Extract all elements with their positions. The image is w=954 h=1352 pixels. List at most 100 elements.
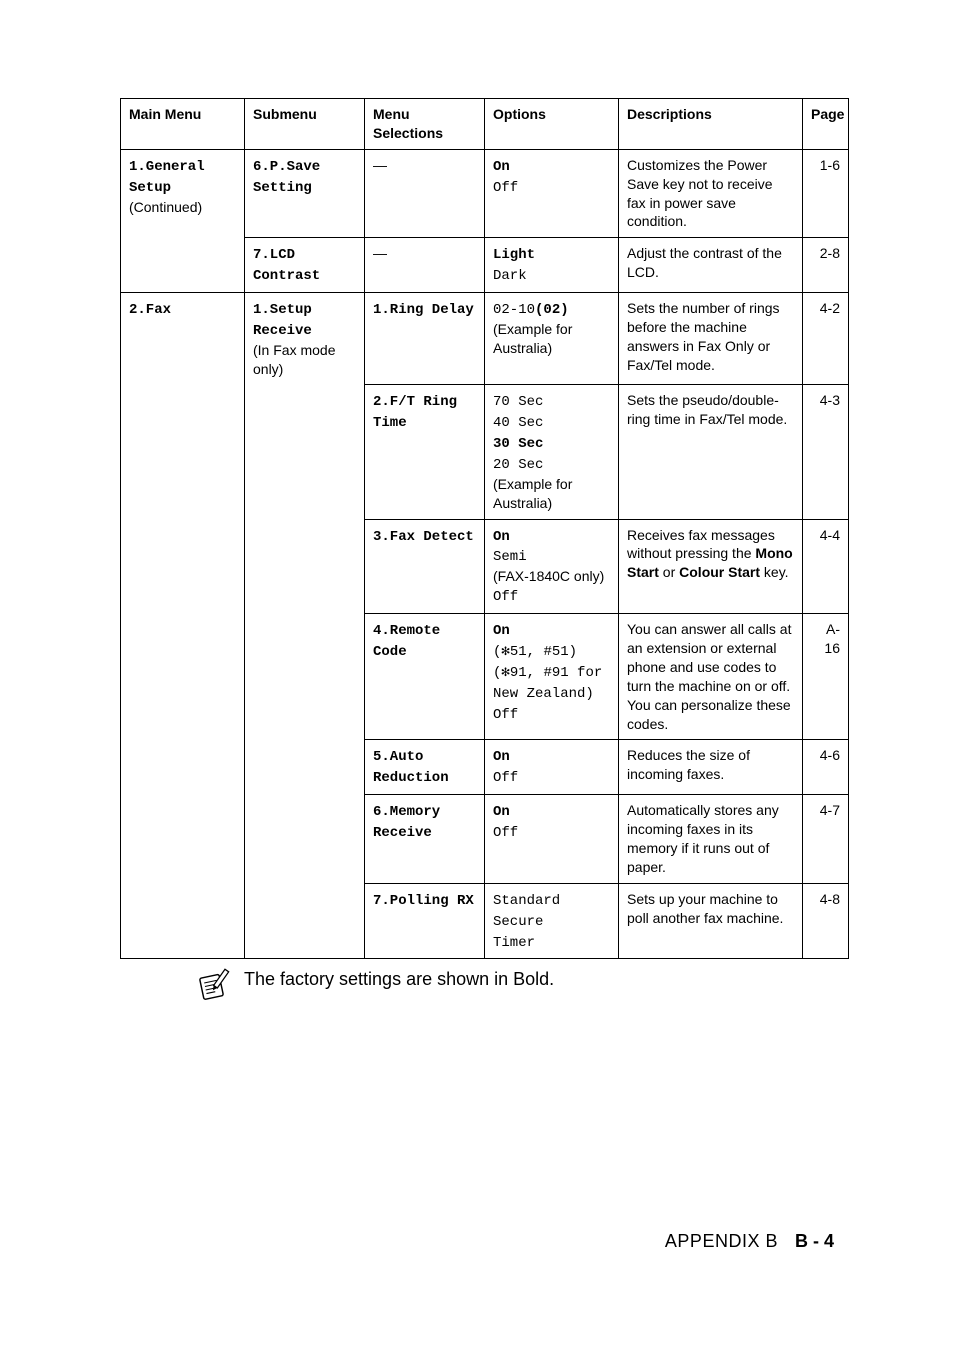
text: Off bbox=[493, 770, 518, 786]
table-row: 3.Fax Detect On Semi (FAX-1840C only) Of… bbox=[121, 519, 849, 614]
text: Off bbox=[493, 707, 518, 723]
cell-main-menu bbox=[121, 740, 245, 795]
text: Semi bbox=[493, 549, 527, 565]
cell-options: 02-10(02) (Example for Australia) bbox=[485, 293, 619, 385]
text: Code bbox=[373, 644, 407, 660]
cell-options: Light Dark bbox=[485, 238, 619, 293]
text: 02-10 bbox=[493, 302, 535, 318]
cell-description: You can answer all calls at an extension… bbox=[619, 614, 803, 740]
text: Off bbox=[493, 589, 518, 605]
text: Off bbox=[493, 180, 518, 196]
table-row: 4.Remote Code On (✻51, #51) (✻91, #91 fo… bbox=[121, 614, 849, 740]
footer-appendix: APPENDIX B bbox=[665, 1231, 778, 1251]
cell-main-menu: 2.Fax bbox=[121, 293, 245, 385]
cell-submenu bbox=[245, 740, 365, 795]
text: On bbox=[493, 804, 510, 820]
cell-selection: — bbox=[365, 149, 485, 238]
cell-page: 4-4 bbox=[803, 519, 849, 614]
cell-submenu bbox=[245, 385, 365, 519]
th-descriptions: Descriptions bbox=[619, 99, 803, 150]
footnote: The factory settings are shown in Bold. bbox=[194, 967, 834, 1008]
text: Colour Start bbox=[679, 564, 760, 580]
table-row: 7.LCD Contrast — Light Dark Adjust the c… bbox=[121, 238, 849, 293]
cell-main-menu bbox=[121, 519, 245, 614]
th-menu-selections-text: Menu Selections bbox=[373, 106, 443, 141]
text: 91, #91 for New Zealand) bbox=[493, 665, 602, 702]
footnote-text: The factory settings are shown in Bold. bbox=[244, 967, 554, 990]
text: or bbox=[659, 564, 679, 580]
table-row: 7.Polling RX Standard Secure Timer Sets … bbox=[121, 883, 849, 959]
cell-description: Reduces the size of incoming faxes. bbox=[619, 740, 803, 795]
text: 30 Sec bbox=[493, 436, 543, 452]
cell-options: On Off bbox=[485, 740, 619, 795]
cell-submenu bbox=[245, 883, 365, 959]
text: (In Fax mode only) bbox=[253, 342, 335, 377]
cell-options: On Off bbox=[485, 149, 619, 238]
cell-selection: 2.F/T Ring Time bbox=[365, 385, 485, 519]
text: 51, #51) bbox=[510, 644, 577, 660]
table-header-row: Main Menu Submenu Menu Selections Option… bbox=[121, 99, 849, 150]
cell-selection: 6.Memory Receive bbox=[365, 795, 485, 884]
page-content: Main Menu Submenu Menu Selections Option… bbox=[0, 0, 954, 1008]
text: 5.Auto bbox=[373, 749, 423, 765]
th-main-menu: Main Menu bbox=[121, 99, 245, 150]
text: 2.F/T Ring bbox=[373, 394, 457, 410]
cell-options: 70 Sec 40 Sec 30 Sec 20 Sec (Example for… bbox=[485, 385, 619, 519]
text: Setting bbox=[253, 180, 312, 196]
text: Secure bbox=[493, 914, 543, 930]
cell-description: Sets the pseudo/double-ring time in Fax/… bbox=[619, 385, 803, 519]
cell-page: 4-8 bbox=[803, 883, 849, 959]
cell-description: Customizes the Power Save key not to rec… bbox=[619, 149, 803, 238]
cell-page: A-16 bbox=[803, 614, 849, 740]
th-submenu: Submenu bbox=[245, 99, 365, 150]
cell-submenu: 1.Setup Receive (In Fax mode only) bbox=[245, 293, 365, 385]
cell-selection: 3.Fax Detect bbox=[365, 519, 485, 614]
star-icon: ✻ bbox=[501, 665, 509, 681]
text: 20 Sec bbox=[493, 457, 543, 473]
text: 6.Memory bbox=[373, 804, 440, 820]
cell-options: On Off bbox=[485, 795, 619, 884]
cell-submenu bbox=[245, 795, 365, 884]
text: 70 Sec bbox=[493, 394, 543, 410]
menu-table: Main Menu Submenu Menu Selections Option… bbox=[120, 98, 849, 959]
cell-description: Adjust the contrast of the LCD. bbox=[619, 238, 803, 293]
text: Receive bbox=[253, 323, 312, 339]
text: 1.General bbox=[129, 159, 205, 175]
text: (Example for Australia) bbox=[493, 476, 572, 511]
text: key. bbox=[760, 564, 789, 580]
text: (Example for Australia) bbox=[493, 321, 572, 356]
cell-selection: — bbox=[365, 238, 485, 293]
table-row: 2.F/T Ring Time 70 Sec 40 Sec 30 Sec 20 … bbox=[121, 385, 849, 519]
table-row: 1.General Setup (Continued) 6.P.Save Set… bbox=[121, 149, 849, 238]
cell-selection: 5.Auto Reduction bbox=[365, 740, 485, 795]
text: Reduction bbox=[373, 770, 449, 786]
cell-submenu bbox=[245, 614, 365, 740]
cell-page: 1-6 bbox=[803, 149, 849, 238]
th-menu-selections: Menu Selections bbox=[365, 99, 485, 150]
text: (FAX-1840C only) bbox=[493, 568, 604, 584]
cell-page: 4-2 bbox=[803, 293, 849, 385]
text: 4.Remote bbox=[373, 623, 440, 639]
cell-main-menu bbox=[121, 238, 245, 293]
cell-main-menu bbox=[121, 614, 245, 740]
cell-submenu bbox=[245, 519, 365, 614]
star-icon: ✻ bbox=[501, 644, 509, 660]
note-icon bbox=[194, 967, 230, 1008]
text: 7.LCD bbox=[253, 247, 295, 263]
page-footer: APPENDIX B B - 4 bbox=[665, 1231, 834, 1252]
cell-main-menu bbox=[121, 385, 245, 519]
table-row: 5.Auto Reduction On Off Reduces the size… bbox=[121, 740, 849, 795]
text: Off bbox=[493, 825, 518, 841]
table-row: 2.Fax 1.Setup Receive (In Fax mode only)… bbox=[121, 293, 849, 385]
text: (Continued) bbox=[129, 199, 202, 215]
table-row: 6.Memory Receive On Off Automatically st… bbox=[121, 795, 849, 884]
text: 2.Fax bbox=[129, 302, 171, 318]
cell-submenu: 7.LCD Contrast bbox=[245, 238, 365, 293]
text: On bbox=[493, 529, 510, 545]
text: Light bbox=[493, 247, 535, 263]
th-page: Page bbox=[803, 99, 849, 150]
cell-selection: 7.Polling RX bbox=[365, 883, 485, 959]
text: Dark bbox=[493, 268, 527, 284]
text: 3.Fax Detect bbox=[373, 529, 474, 545]
th-options: Options bbox=[485, 99, 619, 150]
